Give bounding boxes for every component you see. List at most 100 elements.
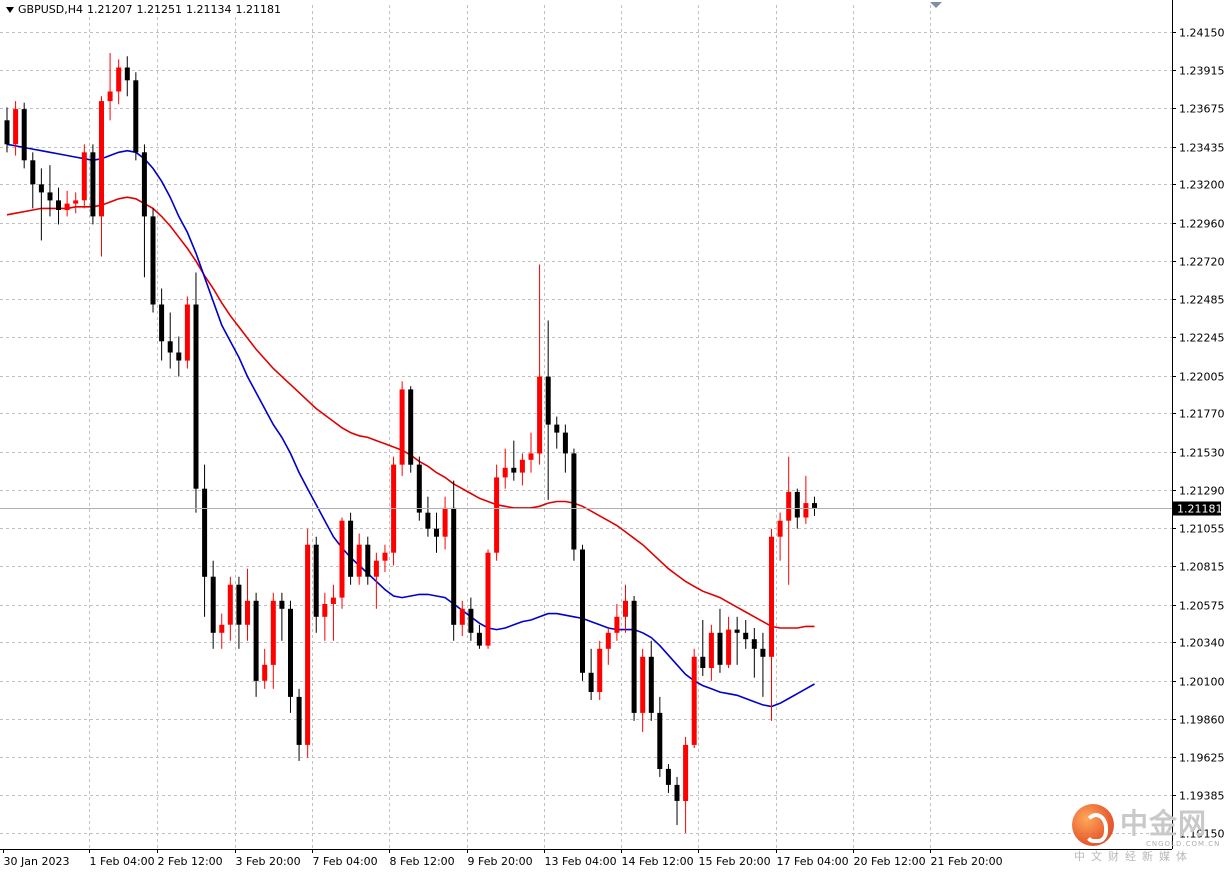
bear-candle: [554, 416, 560, 449]
candle-body: [708, 632, 714, 668]
bear-candle: [150, 208, 156, 313]
candle-body: [141, 152, 147, 217]
bull-candle: [305, 528, 311, 758]
bull-candle: [777, 512, 783, 561]
bear-candle: [279, 592, 285, 641]
y-tick-label: 1.21530: [1179, 447, 1225, 460]
candle-body: [734, 629, 740, 633]
bear-candle: [141, 144, 147, 278]
candle-body: [494, 477, 500, 553]
x-tick-label: 8 Feb 12:00: [390, 855, 455, 868]
chevron-down-icon[interactable]: [6, 6, 14, 13]
candle-body: [769, 536, 774, 657]
ma-fast-line: [6, 143, 815, 708]
candle-body: [425, 512, 431, 529]
bear-candle: [743, 619, 749, 649]
candle-body: [631, 600, 637, 713]
candle-body: [803, 503, 809, 518]
bear-candle: [124, 56, 130, 97]
bull-candle: [640, 648, 646, 733]
candle-body: [777, 520, 783, 537]
x-tick-label: 15 Feb 20:00: [699, 855, 771, 868]
candle-body: [451, 507, 457, 625]
bull-candle: [382, 544, 388, 572]
bull-candle: [803, 475, 809, 524]
bull-candle: [227, 576, 233, 641]
candle-body: [245, 600, 250, 625]
y-tick-label: 1.19625: [1179, 752, 1225, 765]
grid: [0, 5, 1172, 849]
candle-body: [365, 544, 371, 577]
x-tick-label: 17 Feb 04:00: [777, 855, 849, 868]
watermark-title: 中金网: [1120, 807, 1208, 840]
candle-body: [279, 600, 285, 609]
bear-candle: [313, 536, 319, 633]
bull-candle: [537, 264, 543, 465]
y-tick-label: 1.21290: [1179, 485, 1225, 498]
candle-body: [657, 712, 663, 769]
candle-body: [588, 672, 594, 692]
bull-candle: [691, 648, 697, 749]
candle-body: [236, 584, 242, 625]
candle-body: [511, 467, 517, 473]
candle-body: [760, 648, 766, 657]
y-tick-label: 1.22245: [1179, 332, 1225, 345]
candle-body: [683, 744, 689, 801]
candle-body: [605, 632, 611, 649]
bear-candle: [47, 165, 53, 217]
x-tick-label: 7 Feb 04:00: [313, 855, 378, 868]
candle-body: [81, 152, 87, 201]
bear-candle: [202, 464, 208, 617]
candle-body: [176, 352, 182, 361]
y-tick-label: 1.19385: [1179, 790, 1225, 803]
bull-candle: [245, 568, 250, 641]
y-tick-label: 1.20100: [1179, 676, 1225, 689]
candle-body: [253, 600, 259, 681]
bull-candle: [373, 552, 379, 609]
candle-body: [219, 624, 225, 633]
candle-body: [262, 664, 268, 681]
bear-candle: [451, 480, 457, 641]
bear-candle: [167, 312, 173, 369]
y-tick-label: 1.20815: [1179, 561, 1225, 574]
candle-body: [64, 203, 70, 210]
x-tick-label: 21 Feb 20:00: [931, 855, 1003, 868]
y-tick-label: 1.22005: [1179, 371, 1225, 384]
candle-body: [73, 200, 79, 204]
bear-candle: [296, 688, 302, 761]
x-tick-label: 13 Feb 04:00: [545, 855, 617, 868]
candle-body: [434, 528, 439, 537]
bear-candle: [545, 320, 551, 500]
bull-candle: [726, 616, 732, 669]
y-tick-label: 1.20340: [1179, 637, 1225, 650]
bear-candle: [562, 424, 568, 473]
candle-body: [528, 453, 534, 460]
bear-candle: [734, 616, 740, 665]
bear-candle: [365, 536, 371, 585]
y-tick-label: 1.21770: [1179, 408, 1225, 421]
bear-candle: [193, 272, 199, 513]
candle-body: [330, 597, 336, 604]
candle-body: [519, 459, 525, 473]
candle-body: [665, 768, 671, 785]
candle-body: [90, 152, 96, 217]
candle-body: [416, 464, 422, 513]
candle-body: [116, 67, 122, 92]
y-tick-label: 1.23915: [1179, 65, 1225, 78]
candle-body: [459, 608, 465, 625]
bull-candle: [769, 528, 774, 721]
candle-body: [648, 656, 654, 713]
scroll-marker-icon[interactable]: [930, 2, 942, 8]
candle-body: [210, 576, 216, 633]
candle-body: [726, 629, 732, 665]
bull-candle: [391, 456, 397, 566]
candle-body: [614, 616, 620, 633]
candle-body: [288, 608, 293, 697]
bull-candle: [339, 517, 345, 609]
bull-candle: [322, 592, 328, 641]
candle-body: [623, 600, 628, 617]
watermark-logo: 中金网 CNGOLD.COM.CN 中文财经新媒体: [1068, 800, 1219, 866]
candle-body: [743, 632, 749, 640]
